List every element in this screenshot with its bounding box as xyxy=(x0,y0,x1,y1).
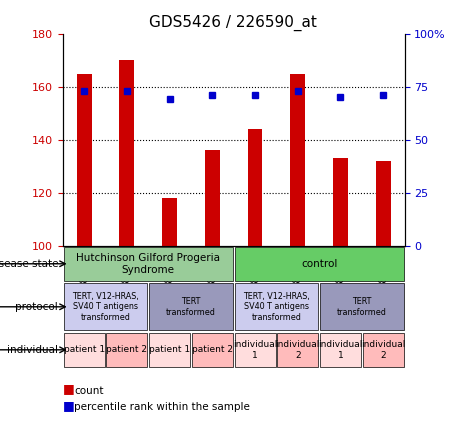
Text: disease state: disease state xyxy=(0,259,58,269)
Text: Hutchinson Gilford Progeria
Syndrome: Hutchinson Gilford Progeria Syndrome xyxy=(76,253,220,275)
Bar xyxy=(205,150,220,246)
Bar xyxy=(77,74,92,246)
Bar xyxy=(234,283,318,330)
Bar xyxy=(64,247,233,281)
Bar xyxy=(106,333,147,367)
Bar xyxy=(376,161,391,246)
Bar xyxy=(320,283,404,330)
Bar xyxy=(234,247,404,281)
Text: count: count xyxy=(74,385,104,396)
Text: control: control xyxy=(301,259,337,269)
Text: GDS5426 / 226590_at: GDS5426 / 226590_at xyxy=(148,15,317,31)
Bar xyxy=(120,60,134,246)
Text: individual: individual xyxy=(7,345,58,355)
Text: patient 2: patient 2 xyxy=(106,345,147,354)
Bar xyxy=(247,129,263,246)
Text: individual
2: individual 2 xyxy=(361,340,405,360)
Bar xyxy=(149,333,190,367)
Text: TERT
transformed: TERT transformed xyxy=(166,297,216,316)
Text: patient 1: patient 1 xyxy=(64,345,105,354)
Text: protocol: protocol xyxy=(15,302,58,312)
Bar xyxy=(333,158,348,246)
Bar xyxy=(149,283,233,330)
Bar xyxy=(192,333,233,367)
Text: TERT
transformed: TERT transformed xyxy=(337,297,387,316)
Bar xyxy=(320,333,361,367)
Text: ■: ■ xyxy=(63,399,74,412)
Bar xyxy=(64,333,105,367)
Text: percentile rank within the sample: percentile rank within the sample xyxy=(74,402,250,412)
Text: individual
2: individual 2 xyxy=(276,340,320,360)
Text: TERT, V12-HRAS,
SV40 T antigens
transformed: TERT, V12-HRAS, SV40 T antigens transfor… xyxy=(243,292,310,322)
Text: patient 1: patient 1 xyxy=(149,345,190,354)
Text: individual
1: individual 1 xyxy=(233,340,277,360)
Bar xyxy=(277,333,318,367)
Bar xyxy=(363,333,404,367)
Bar xyxy=(162,198,177,246)
Text: individual
1: individual 1 xyxy=(318,340,363,360)
Bar xyxy=(290,74,305,246)
Bar xyxy=(234,333,276,367)
Text: TERT, V12-HRAS,
SV40 T antigens
transformed: TERT, V12-HRAS, SV40 T antigens transfor… xyxy=(72,292,139,322)
Bar xyxy=(64,283,147,330)
Text: patient 2: patient 2 xyxy=(192,345,233,354)
Text: ■: ■ xyxy=(63,382,74,396)
